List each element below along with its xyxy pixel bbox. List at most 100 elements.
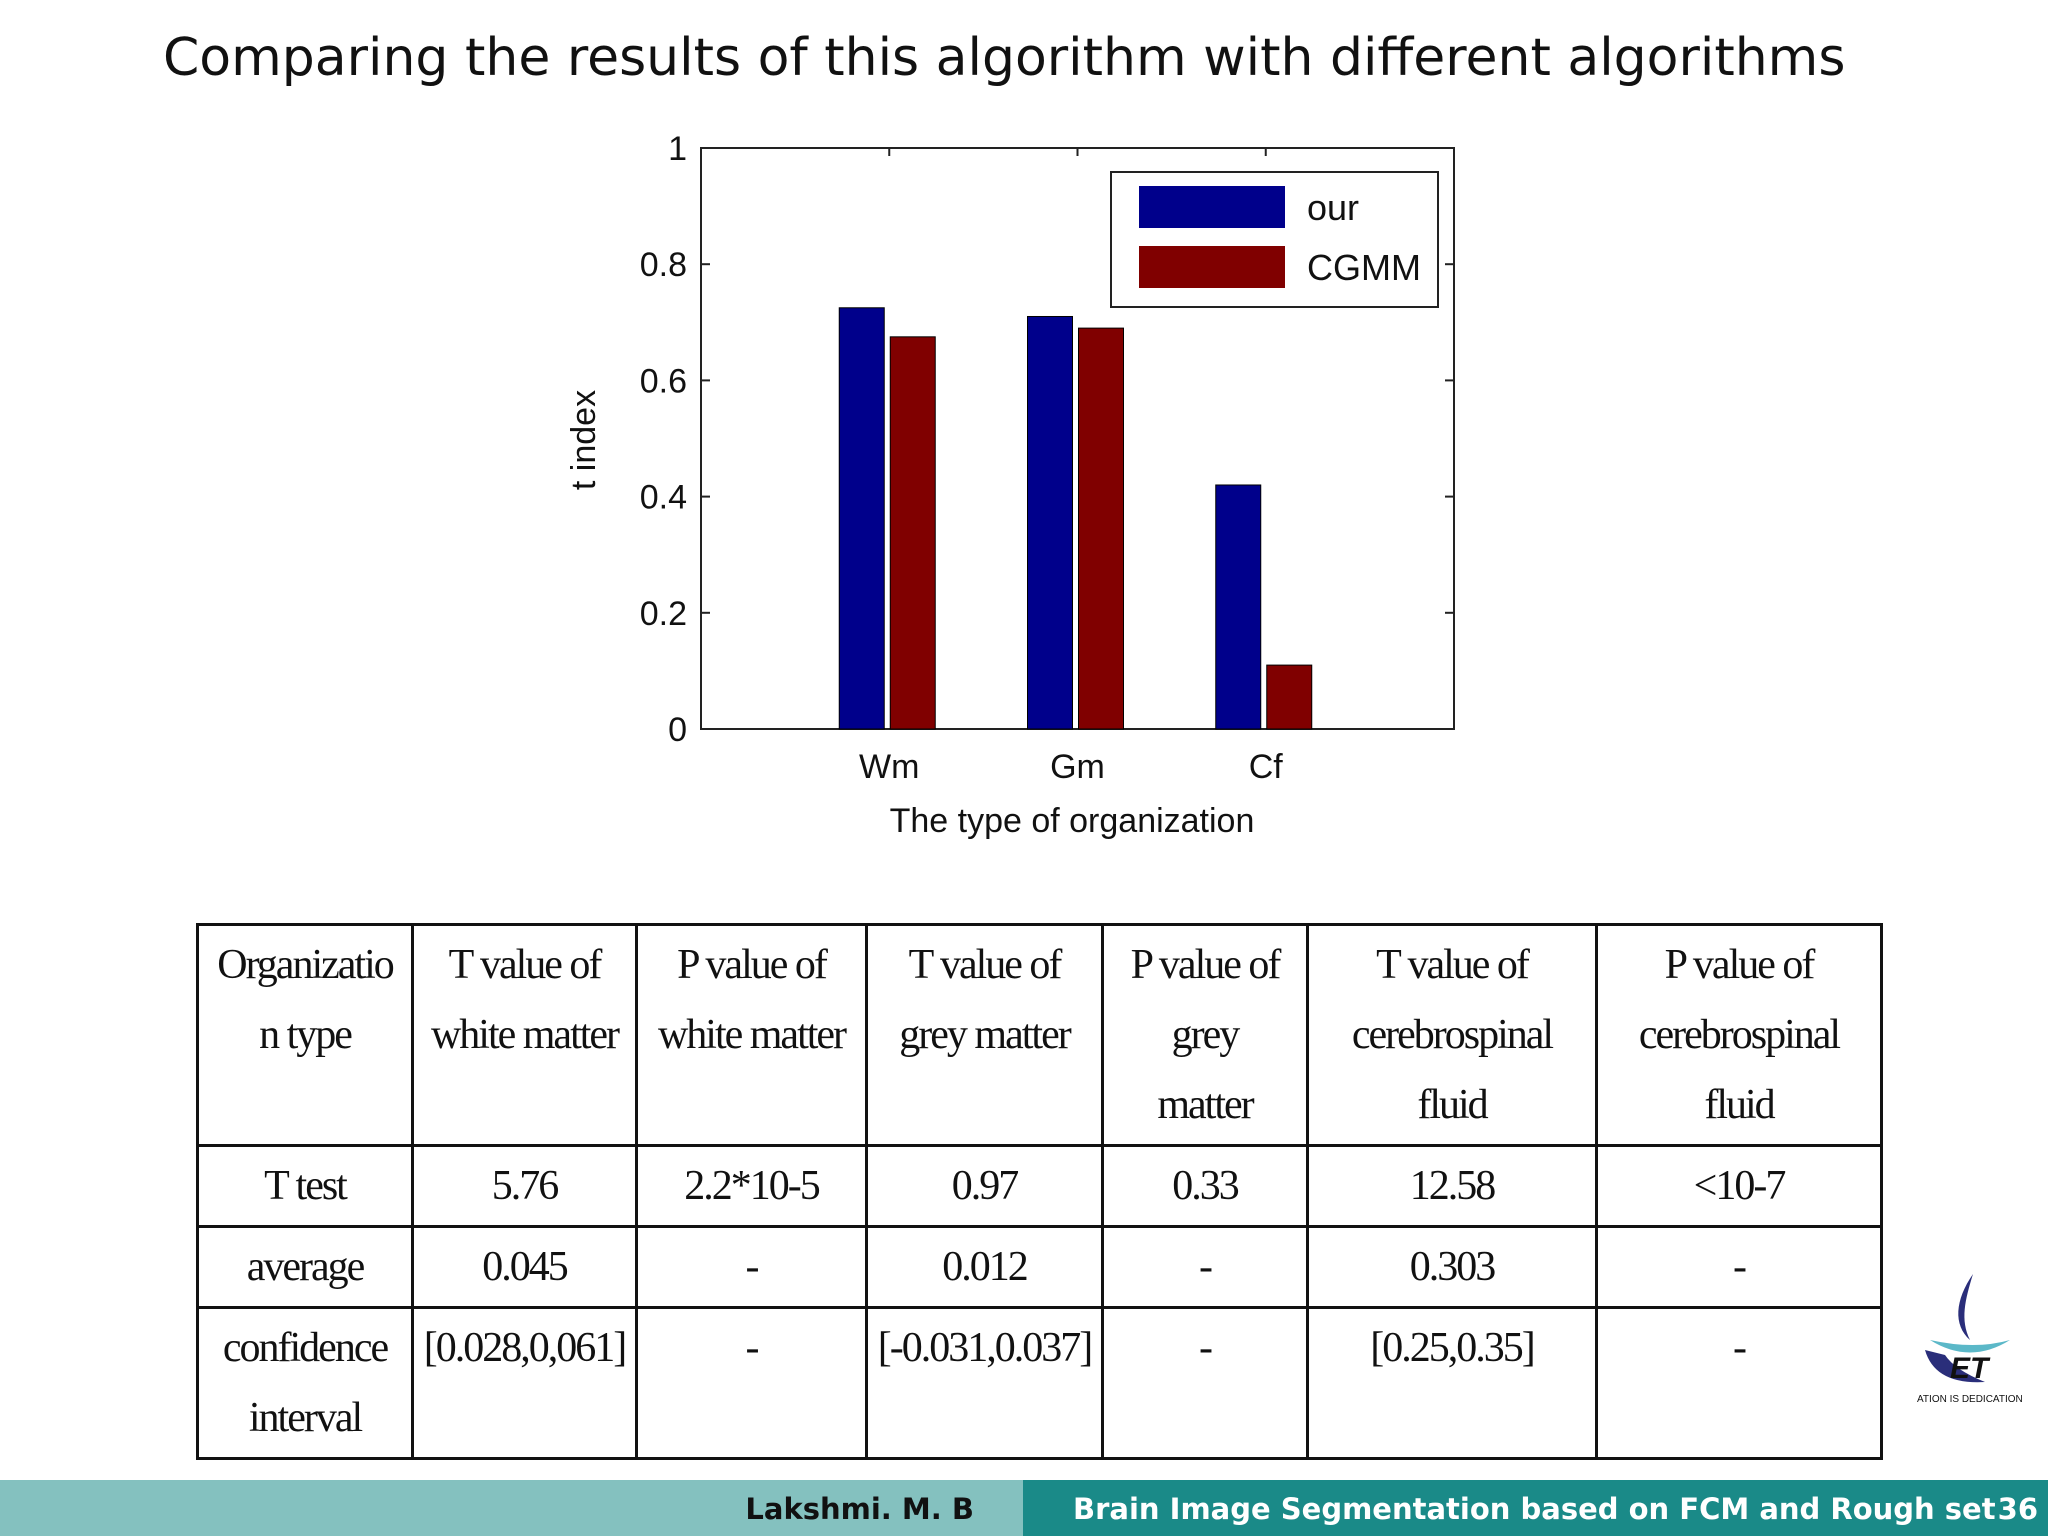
header-cell: T value of white matter xyxy=(411,923,638,1147)
header-line: cerebrospinal xyxy=(1351,1012,1554,1058)
cell-text: 0.045 xyxy=(482,1244,569,1290)
table-row: T test 5.76 2.2*10-5 0.97 0.33 12.58 <10-7 xyxy=(196,1144,1883,1228)
header-line: matter xyxy=(1157,1082,1254,1128)
header-line: T value of xyxy=(448,942,603,988)
x-tick-label: Gm xyxy=(1050,748,1105,786)
header-line: Organizatio xyxy=(217,942,395,988)
y-tick-label: 0.4 xyxy=(640,479,687,517)
header-line: grey xyxy=(1171,1012,1241,1058)
header-line: white matter xyxy=(430,1012,620,1058)
cell-text: [0.028,0,061] xyxy=(423,1325,627,1371)
cell-text: [-0.031,0.037] xyxy=(877,1325,1093,1371)
bar xyxy=(889,336,936,730)
header-cell: P value of grey matter xyxy=(1101,923,1309,1147)
bar xyxy=(1078,327,1124,730)
table-cell: - xyxy=(635,1306,868,1460)
table-cell: 0.303 xyxy=(1306,1225,1598,1309)
cell-text: 0.303 xyxy=(1409,1244,1497,1290)
table-cell: 2.2*10-5 xyxy=(635,1144,868,1228)
cell-text: <10-7 xyxy=(1693,1163,1787,1209)
y-axis-label: t index xyxy=(565,390,603,490)
table-cell: 5.76 xyxy=(411,1144,638,1228)
chart: 0 0.2 0.4 0.6 0.8 1 Wm Gm Cf t index The type of o… xyxy=(565,130,1455,840)
table-cell: - xyxy=(1101,1306,1309,1460)
table-cell: - xyxy=(1595,1306,1883,1460)
table-cell: confidence interval xyxy=(196,1306,414,1460)
header-cell: P value of white matter xyxy=(635,923,868,1147)
cell-text: 0.33 xyxy=(1172,1163,1240,1209)
logo: ET ATION IS DEDICATION xyxy=(1917,1274,2023,1405)
header-line: fluid xyxy=(1417,1082,1488,1128)
table-cell: 12.58 xyxy=(1306,1144,1598,1228)
header-cell: P value of cerebrospinal fluid xyxy=(1595,923,1883,1147)
logo-text: ATION IS DEDICATION xyxy=(1917,1394,2023,1405)
header-line: n type xyxy=(259,1012,353,1058)
header-line: T value of xyxy=(1376,942,1530,988)
cell-text: T test xyxy=(264,1163,348,1209)
table-cell: 0.97 xyxy=(865,1144,1104,1228)
header-line: P value of xyxy=(1664,942,1816,988)
slide-title: Comparing the results of this algorithm … xyxy=(163,28,1846,88)
author: Lakshmi. M. B xyxy=(745,1492,974,1526)
header-cell: Organizatio n type xyxy=(196,923,414,1147)
table-cell: 0.045 xyxy=(411,1225,638,1309)
cell-text: - xyxy=(1733,1244,1747,1290)
legend-swatch xyxy=(1139,246,1285,288)
header-cell: T value of grey matter xyxy=(865,923,1104,1147)
bar xyxy=(838,307,885,730)
y-tick-label: 0.2 xyxy=(640,595,687,633)
table-cell: <10-7 xyxy=(1595,1144,1883,1228)
header-line: P value of xyxy=(1130,942,1282,988)
table-cell: 0.33 xyxy=(1101,1144,1309,1228)
legend-label: CGMM xyxy=(1307,247,1421,288)
table-cell: [0.25,0.35] xyxy=(1306,1306,1598,1460)
table-cell: 0.012 xyxy=(865,1225,1104,1309)
header-line: fluid xyxy=(1704,1082,1775,1128)
header-line: cerebrospinal xyxy=(1638,1012,1841,1058)
x-tick-label: Wm xyxy=(859,748,919,786)
cell-text: - xyxy=(1199,1325,1213,1371)
table-cell: average xyxy=(196,1225,414,1309)
y-tick-label: 0 xyxy=(668,711,687,749)
header-cell: T value of cerebrospinal fluid xyxy=(1306,923,1598,1147)
footer-left: Lakshmi. M. B xyxy=(0,1480,1023,1536)
results-table: Organizatio n type T value of white matter P… xyxy=(196,923,1883,1460)
cell-text: 2.2*10-5 xyxy=(684,1163,821,1209)
footer: Lakshmi. M. B Brain Image Segmentation b… xyxy=(0,1480,2048,1536)
talk-title: Brain Image Segmentation based on FCM an… xyxy=(1073,1492,1996,1526)
cell-text: average xyxy=(246,1244,366,1290)
svg-text:ET: ET xyxy=(1950,1352,1991,1385)
table-cell: - xyxy=(1101,1225,1309,1309)
table-cell: - xyxy=(1595,1225,1883,1309)
table-cell: T test xyxy=(196,1144,414,1228)
y-tick-label: 0.8 xyxy=(640,246,687,284)
cell-text: confidence interval xyxy=(222,1325,389,1441)
table-cell: [0.028,0,061] xyxy=(411,1306,638,1460)
cell-text: [0.25,0.35] xyxy=(1370,1325,1535,1371)
legend-label: our xyxy=(1307,187,1359,228)
header-line: P value of xyxy=(677,942,828,988)
bar xyxy=(1027,315,1073,730)
page-number: 36 xyxy=(1997,1492,2038,1526)
table-cell: [-0.031,0.037] xyxy=(865,1306,1104,1460)
cell-text: - xyxy=(1199,1244,1213,1290)
cell-text: 5.76 xyxy=(491,1163,560,1209)
y-tick-label: 0.6 xyxy=(640,362,687,400)
cell-text: - xyxy=(1733,1325,1747,1371)
cell-text: 0.97 xyxy=(951,1163,1020,1209)
table-row: average 0.045 - 0.012 - 0.303 - xyxy=(196,1225,1883,1309)
footer-right: Brain Image Segmentation based on FCM an… xyxy=(1023,1480,2048,1536)
header-line: grey matter xyxy=(899,1012,1071,1058)
table-row: confidence interval [0.028,0,061] - [-0.031… xyxy=(196,1306,1883,1460)
bar xyxy=(1215,484,1262,730)
legend-swatch xyxy=(1139,186,1285,228)
cell-text: 0.012 xyxy=(942,1244,1029,1290)
x-tick-label: Cf xyxy=(1249,748,1284,786)
header-line: white matter xyxy=(657,1012,847,1058)
cell-text: - xyxy=(745,1244,760,1290)
cell-text: 12.58 xyxy=(1409,1163,1497,1209)
bar xyxy=(1266,664,1313,730)
x-axis-label: The type of organization xyxy=(890,802,1255,840)
y-tick-label: 1 xyxy=(668,130,687,168)
